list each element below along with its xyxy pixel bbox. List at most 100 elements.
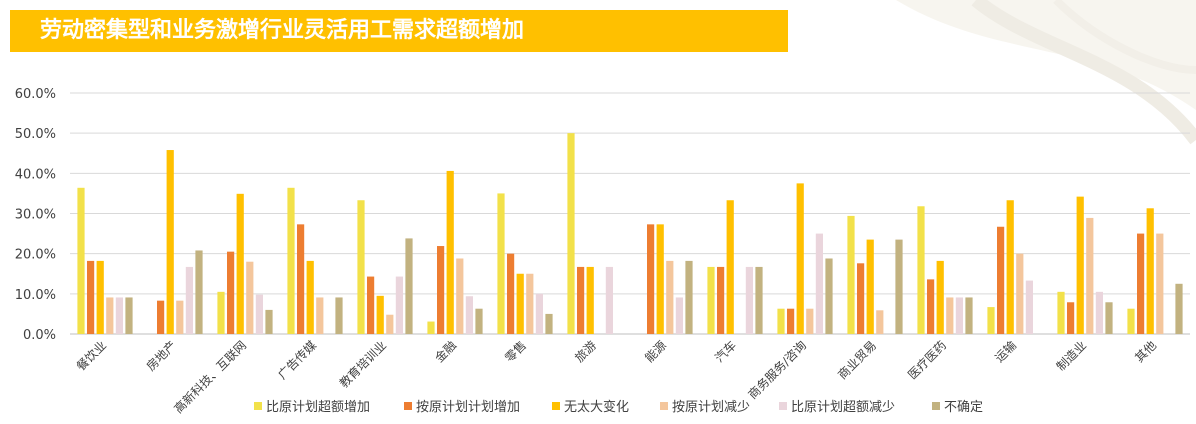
bar-6 [755,266,763,334]
bar-4 [246,261,254,334]
legend-label: 不确定 [944,400,983,415]
bar-6 [265,309,273,334]
bar-2 [367,276,375,334]
x-category-label: 零售 [502,338,530,366]
bar-1 [1057,291,1065,334]
bar-2 [577,266,585,334]
bar-2 [87,260,95,334]
bar-4 [316,297,324,334]
bar-4 [526,273,534,334]
bar-5 [535,293,543,334]
bar-6 [475,308,483,334]
bar-6 [685,260,693,334]
bar-3 [166,150,174,334]
bar-3 [586,266,594,334]
x-category-label: 餐饮业 [73,338,109,374]
bar-6 [825,258,833,334]
bar-4 [386,314,394,334]
x-category-label: 医疗医药 [905,338,949,382]
bar-1 [777,308,785,334]
bar-4 [1086,217,1094,334]
y-tick-label: 40.0% [15,167,56,182]
x-category-label: 能源 [642,338,669,365]
bar-4 [806,308,814,334]
legend-label: 按原计划减少 [672,400,750,415]
bar-2 [647,224,655,334]
bar-3 [796,183,804,334]
x-category-label: 运输 [992,338,1020,366]
bar-5 [395,276,403,334]
bar-3 [726,200,734,334]
bar-1 [567,133,575,334]
bar-1 [987,307,995,334]
y-tick-label: 50.0% [15,127,56,142]
bar-2 [157,300,165,334]
bar-3 [96,260,104,334]
bar-4 [456,258,464,334]
bar-2 [787,308,795,334]
bar-2 [507,253,515,334]
bar-3 [446,170,454,334]
bar-3 [656,224,664,334]
bar-4 [876,310,884,334]
bar-5 [1095,291,1103,334]
bar-4 [666,260,674,334]
title-bar: 劳动密集型和业务激增行业灵活用工需求超额增加 [10,10,788,52]
x-category-label: 金融 [432,338,460,366]
legend-label: 比原计划超额减少 [791,400,895,415]
x-category-label: 制造业 [1054,338,1089,373]
bar-5 [815,233,823,334]
legend-swatch [932,402,940,410]
bar-5 [185,266,193,334]
bar-3 [1006,200,1014,334]
bar-3 [236,193,244,334]
chart-title: 劳动密集型和业务激增行业灵活用工需求超额增加 [40,18,525,43]
decorative-background-swirl [896,0,1196,145]
x-category-label: 教育培训业 [336,338,389,391]
bar-5 [465,296,473,334]
y-tick-label: 30.0% [15,208,56,223]
bar-6 [965,297,973,334]
bar-6 [1105,302,1113,334]
bar-5 [115,297,123,334]
bar-6 [1175,283,1183,334]
bar-1 [287,187,295,334]
bar-6 [335,297,343,334]
bar-2 [717,266,725,334]
bar-1 [1127,308,1135,334]
bar-6 [195,250,203,334]
x-category-label: 商业贸易 [835,338,880,383]
bar-2 [1067,302,1075,334]
bar-1 [847,215,855,334]
bar-3 [376,295,384,334]
bar-6 [545,313,553,334]
legend-swatch [404,402,412,410]
bar-1 [357,200,365,334]
legend-label: 无太大变化 [564,399,629,415]
bar-1 [217,291,225,334]
grid-lines [70,92,1190,335]
bar-5 [605,266,613,334]
y-tick-label: 60.0% [15,87,56,102]
bar-5 [955,297,963,334]
bar-3 [1076,196,1084,334]
bar-3 [306,260,314,334]
x-category-label: 房地产 [143,338,179,374]
y-tick-label: 10.0% [15,288,56,303]
x-category-label: 广告传媒 [275,338,320,383]
x-category-label: 其他 [1132,338,1159,365]
bar-1 [497,193,505,334]
bar-4 [106,297,114,334]
bar-2 [997,226,1005,334]
bar-1 [427,321,435,334]
y-axis: 0.0% 10.0% 20.0% 30.0% 40.0% 50.0% 60.0% [15,87,56,343]
bar-5 [255,294,263,334]
bar-6 [125,297,133,334]
bars [77,133,1183,334]
bar-2 [1137,233,1145,334]
legend: 比原计划超额增加 按原计划计划增加 无太大变化 按原计划减少 比原计划超额减少 不确定 [254,399,983,415]
y-tick-label: 20.0% [15,248,56,263]
bar-3 [516,273,524,334]
legend-swatch [779,402,787,410]
bar-5 [745,266,753,334]
